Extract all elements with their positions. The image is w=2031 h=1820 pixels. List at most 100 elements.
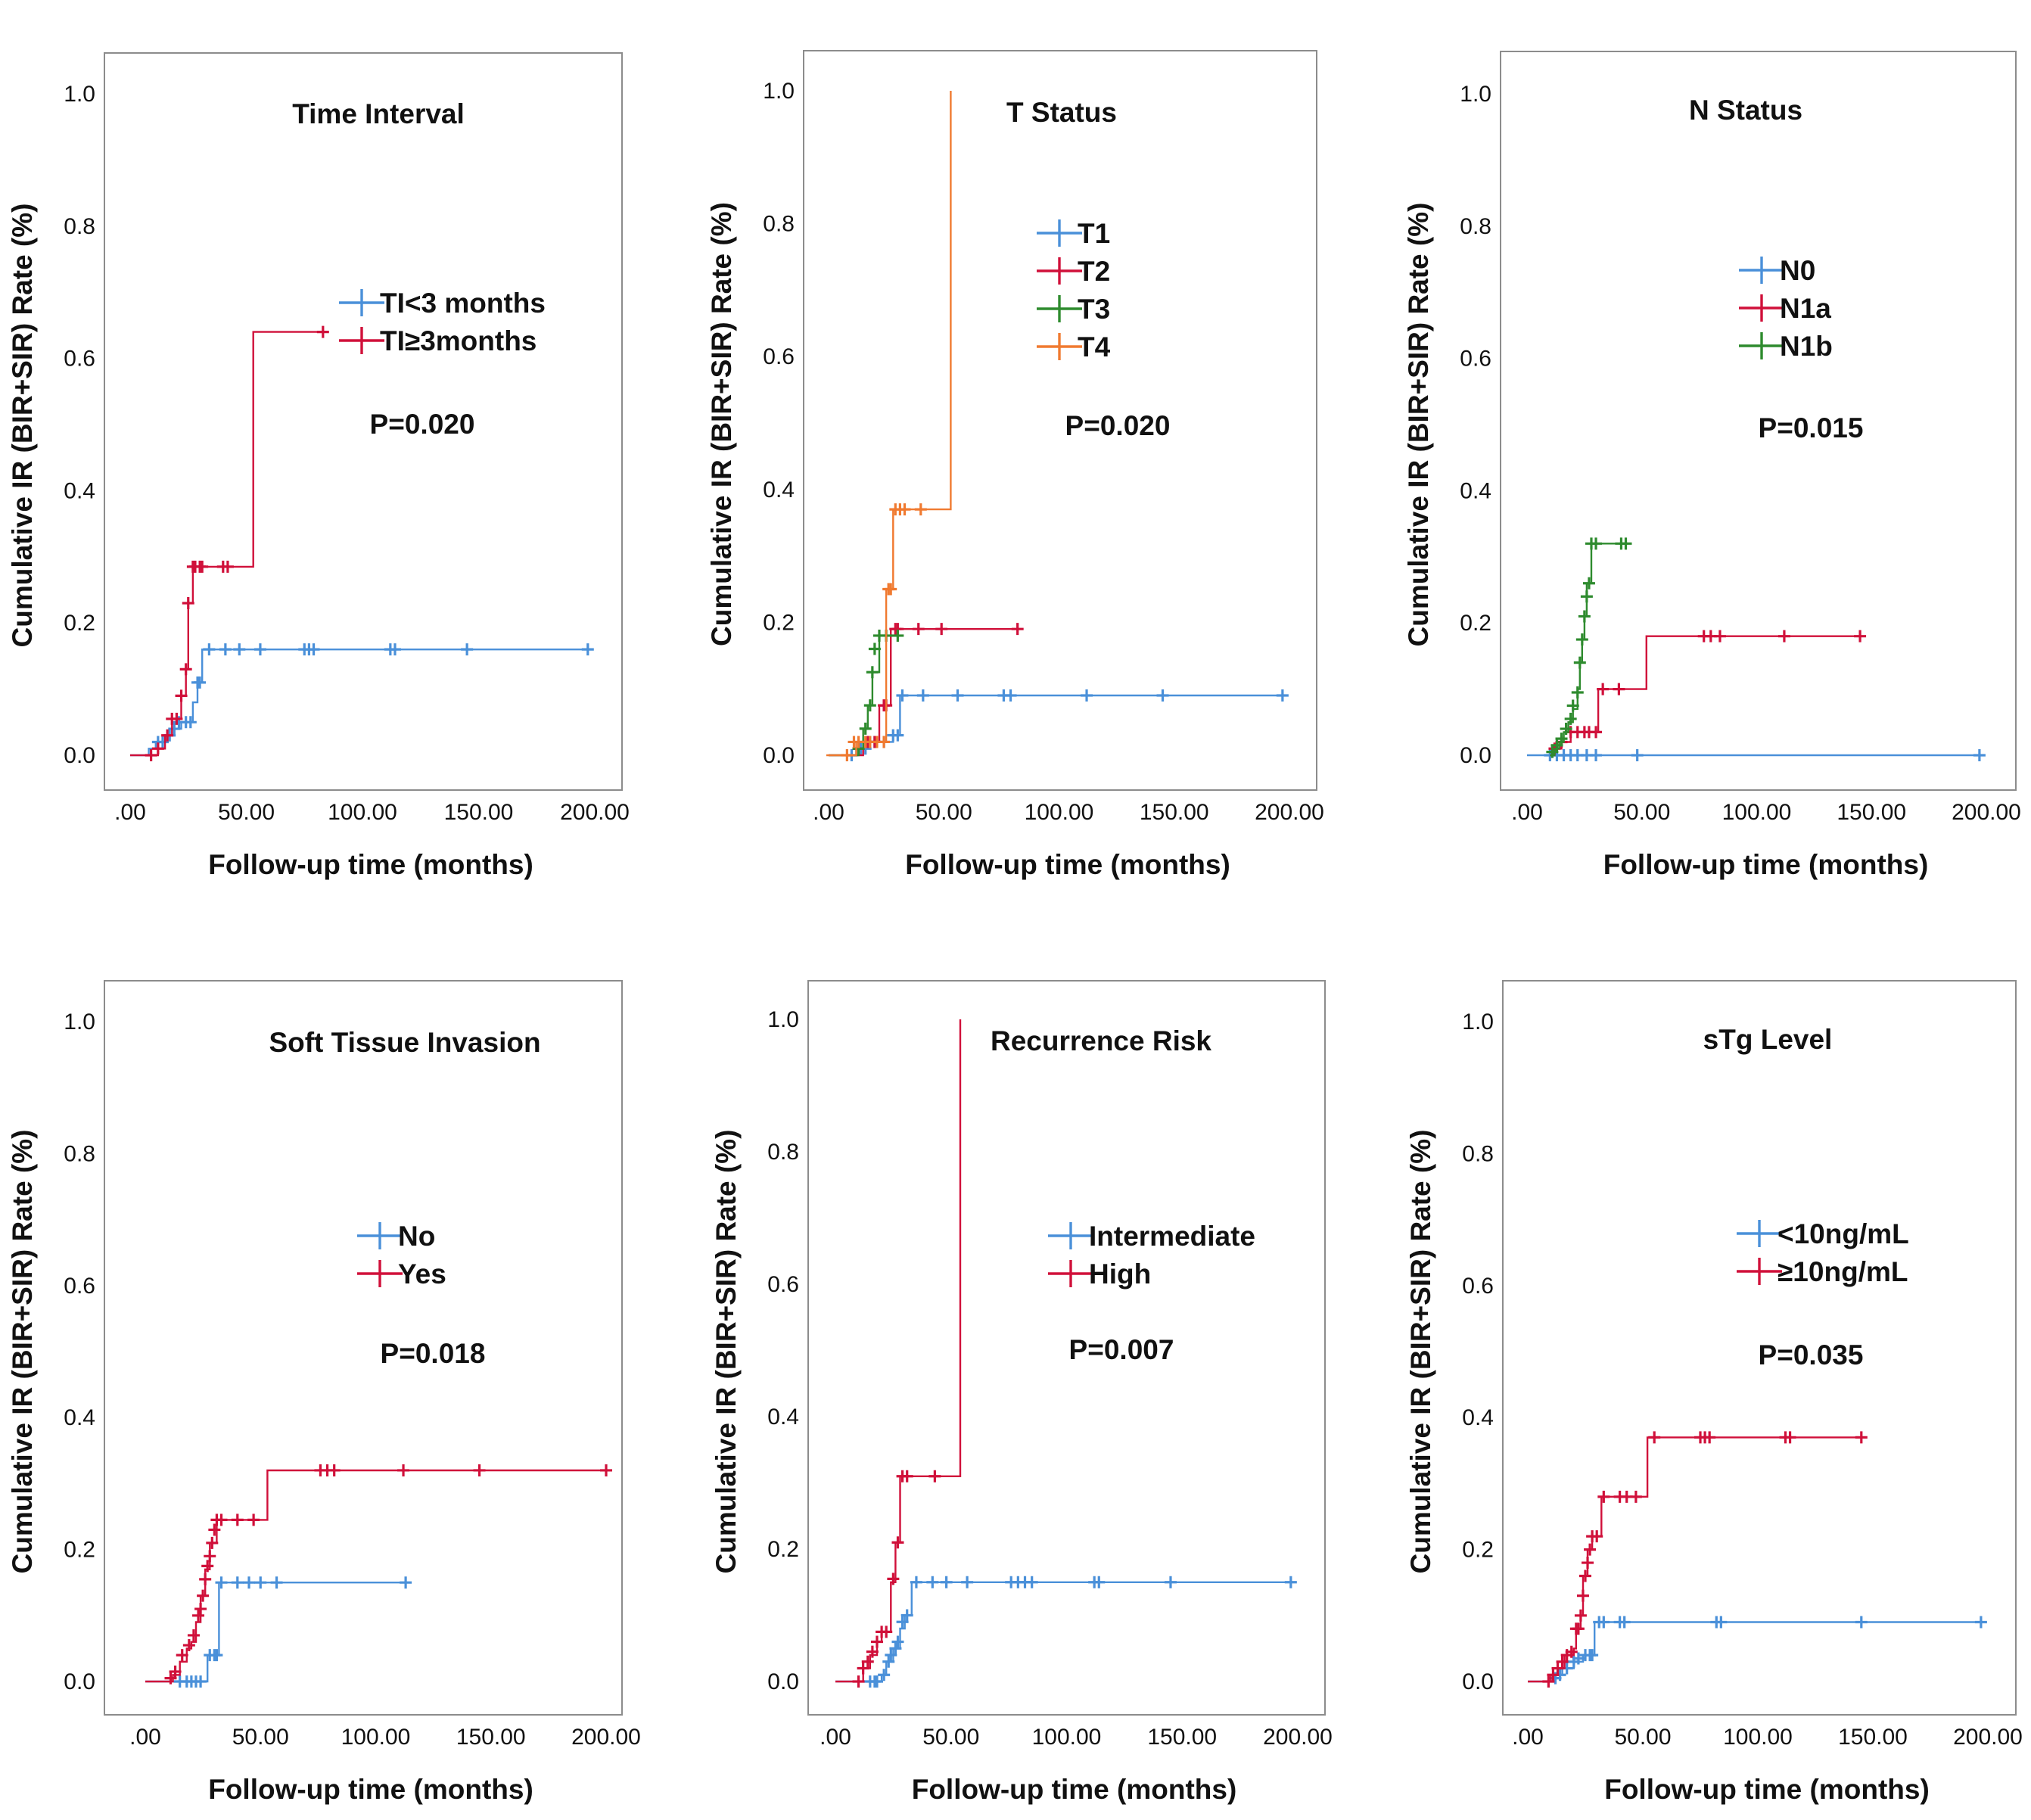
y-axis-label: Cumulative IR (BIR+SIR) Rate (%) (7, 204, 38, 648)
x-tick-label: .00 (1511, 800, 1543, 825)
censor-mark (1597, 1490, 1610, 1503)
censor-mark (926, 1576, 939, 1588)
censor-mark (1703, 1431, 1716, 1444)
x-tick-label: 100.00 (1722, 800, 1792, 825)
y-tick-label: 1.0 (1460, 82, 1491, 107)
censor-mark (859, 722, 872, 735)
censor-mark (151, 742, 164, 755)
series-2 (1548, 630, 1867, 757)
censor-mark (889, 1642, 902, 1655)
censor-mark (168, 723, 181, 736)
p-value-label: P=0.007 (1069, 1334, 1174, 1365)
km-panel-1: 0.0 0.2 0.4 0.6 0.8 1.0 .00 50.00 100.00 150.00 20… (7, 52, 630, 880)
censor-mark (184, 716, 197, 729)
y-tick-label: 0.2 (64, 1538, 95, 1563)
legend-marker (1037, 257, 1082, 285)
censor-mark (1590, 537, 1603, 550)
censor-mark (1613, 683, 1625, 695)
x-axis-label: Follow-up time (months) (912, 1774, 1237, 1805)
legend-label: High (1089, 1258, 1151, 1290)
censor-mark (215, 1576, 228, 1589)
censor-mark (161, 729, 174, 742)
censor-mark (201, 1560, 214, 1573)
y-tick-label: 0.6 (767, 1272, 799, 1297)
censor-mark (1156, 689, 1169, 702)
censor-mark (400, 1576, 412, 1589)
p-value-label: P=0.035 (1759, 1339, 1864, 1370)
censor-mark (1582, 577, 1595, 590)
legend-label: T2 (1078, 256, 1110, 287)
censor-mark (199, 1573, 212, 1585)
censor-mark (891, 729, 904, 742)
series-1 (1527, 749, 1986, 761)
censor-mark (169, 1665, 182, 1678)
x-tick-label: 100.00 (1723, 1725, 1793, 1750)
censor-mark (857, 1662, 869, 1675)
series-1 (835, 1576, 1297, 1688)
censor-mark (1619, 537, 1632, 550)
censor-mark (1586, 1649, 1599, 1662)
censor-mark (219, 643, 232, 656)
y-tick-label: 0.8 (1462, 1141, 1494, 1166)
censor-mark (1542, 1675, 1555, 1688)
censor-mark (935, 623, 948, 636)
censor-mark (896, 1616, 909, 1629)
y-tick-label: 0.0 (763, 743, 795, 768)
chart-title: T Status (1006, 97, 1117, 128)
censor-mark (581, 643, 594, 656)
km-panel-5: 0.0 0.2 0.4 0.6 0.8 1.0 .00 50.00 100.00 150.00 20… (711, 980, 1333, 1805)
censor-mark (1784, 1431, 1796, 1444)
censor-mark (1576, 1589, 1589, 1602)
censor-mark (1618, 1616, 1631, 1629)
censor-mark (891, 1635, 904, 1648)
survival-curve (829, 694, 1283, 757)
y-tick-label: 1.0 (64, 82, 95, 107)
censor-mark (912, 623, 925, 636)
y-tick-label: 0.2 (767, 1537, 799, 1562)
x-tick-label: .00 (820, 1725, 851, 1750)
legend-label: T3 (1078, 294, 1110, 325)
legend-marker (1037, 295, 1082, 322)
y-tick-label: 0.2 (1460, 611, 1491, 636)
censor-mark (1974, 1616, 1987, 1629)
censor-mark (914, 503, 927, 516)
censor-mark (866, 666, 879, 679)
censor-mark (194, 1603, 207, 1616)
km-panel-3: 0.0 0.2 0.4 0.6 0.8 1.0 .00 50.00 100.00 150.00 20… (1403, 51, 2021, 880)
x-axis-label: Follow-up time (months) (1604, 1774, 1930, 1805)
censor-mark (940, 1576, 953, 1588)
censor-mark (473, 1464, 486, 1476)
censor-mark (192, 1609, 205, 1622)
censor-mark (1648, 1431, 1661, 1444)
censor-mark (600, 1464, 612, 1476)
y-tick-label: 0.0 (1462, 1669, 1494, 1694)
chart-title: sTg Level (1703, 1024, 1833, 1055)
censor-mark (891, 1536, 904, 1549)
series-3 (1546, 537, 1632, 758)
censor-mark (1164, 1576, 1177, 1588)
y-tick-label: 0.6 (1460, 347, 1491, 372)
censor-mark (870, 1635, 883, 1648)
legend-label: ≥10ng/mL (1778, 1256, 1908, 1287)
censor-mark (900, 1470, 913, 1482)
x-tick-label: 200.00 (1953, 1725, 2023, 1750)
legend-marker (339, 327, 384, 354)
x-tick-label: 150.00 (1838, 1725, 1908, 1750)
plot-frame (104, 980, 623, 1716)
censor-mark (863, 699, 876, 712)
y-tick-label: 0.4 (767, 1405, 799, 1430)
censor-mark (1584, 1543, 1597, 1556)
censor-mark (878, 736, 891, 748)
censor-mark (170, 712, 183, 725)
legend-label: <10ng/mL (1778, 1218, 1909, 1249)
censor-mark (1579, 1570, 1591, 1582)
legend-label: N1b (1780, 331, 1833, 362)
censor-mark (1004, 689, 1017, 702)
legend-label: Intermediate (1089, 1221, 1255, 1252)
legend-marker (1037, 333, 1082, 360)
chart-title: Time Interval (292, 98, 465, 129)
survival-curve (1528, 1436, 1864, 1683)
censor-mark (1973, 749, 1986, 761)
legend-label: No (398, 1221, 435, 1252)
censor-mark (1582, 1557, 1594, 1570)
